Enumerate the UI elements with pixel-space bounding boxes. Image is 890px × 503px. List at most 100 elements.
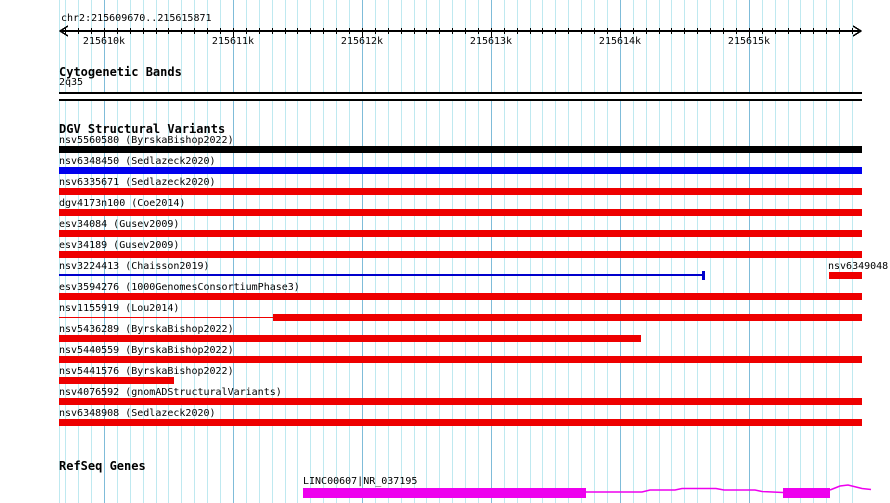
ruler-tick-label: 215612k <box>340 36 384 47</box>
minor-tick <box>775 28 776 34</box>
minor-tick <box>168 28 169 34</box>
minor-tick <box>259 28 260 34</box>
variant-bar[interactable] <box>59 293 862 300</box>
variant-label: nsv5560580 (ByrskaBishop2022) <box>59 135 234 146</box>
variant-label: nsv3224413 (Chaisson2019) <box>59 261 210 272</box>
minor-tick <box>542 28 543 34</box>
major-tick <box>491 28 492 38</box>
minor-tick <box>130 28 131 34</box>
variant-bar[interactable] <box>59 398 862 405</box>
major-tick <box>620 28 621 38</box>
minor-tick <box>465 28 466 34</box>
region-label: chr2:215609670..215615871 <box>61 13 212 24</box>
variant-span-line[interactable] <box>59 274 703 276</box>
minor-tick <box>194 28 195 34</box>
minor-tick <box>555 28 556 34</box>
minor-tick <box>414 28 415 34</box>
variant-span-line[interactable] <box>59 317 273 318</box>
minor-tick <box>452 28 453 34</box>
variant-label: esv3594276 (1000GenomesConsortiumPhase3) <box>59 282 300 293</box>
minor-tick <box>246 28 247 34</box>
variant-bar[interactable] <box>59 230 862 237</box>
minor-tick <box>517 28 518 34</box>
variant-label: nsv6348908 (Sedlazeck2020) <box>59 408 216 419</box>
variant-end-tick[interactable] <box>702 271 705 280</box>
variant-bar[interactable] <box>59 146 862 153</box>
gene-exon-box[interactable] <box>783 488 830 498</box>
variant-bar[interactable] <box>59 356 862 363</box>
minor-tick <box>401 28 402 34</box>
minor-tick <box>285 28 286 34</box>
variant-bar[interactable] <box>59 251 862 258</box>
gene-intron-line[interactable] <box>829 484 872 491</box>
axis-right-arrow-icon <box>852 25 863 37</box>
minor-tick <box>78 28 79 34</box>
variant-label: nsv5436289 (ByrskaBishop2022) <box>59 324 234 335</box>
minor-tick <box>800 28 801 34</box>
minor-tick <box>646 28 647 34</box>
minor-tick <box>762 28 763 34</box>
gene-glyph[interactable] <box>0 440 890 503</box>
variant-bar[interactable] <box>59 188 862 195</box>
gene-exon-box[interactable] <box>303 488 586 498</box>
minor-tick <box>581 28 582 34</box>
ruler-tick-label: 215613k <box>469 36 513 47</box>
minor-tick <box>349 28 350 34</box>
cytoband-box[interactable] <box>59 92 862 101</box>
minor-tick <box>65 28 66 34</box>
minor-tick <box>594 28 595 34</box>
major-tick <box>104 28 105 38</box>
gene-intron-line[interactable] <box>586 487 784 494</box>
variant-bar[interactable] <box>59 377 174 384</box>
variant-bar[interactable] <box>273 314 862 321</box>
axis-left-arrow-icon <box>58 25 69 37</box>
variant-bar[interactable] <box>59 167 862 174</box>
minor-tick <box>310 28 311 34</box>
minor-tick <box>813 28 814 34</box>
minor-tick <box>181 28 182 34</box>
minor-tick <box>207 28 208 34</box>
minor-tick <box>852 28 853 34</box>
gene-label: LINC00607|NR_037195 <box>303 476 418 487</box>
variant-label: nsv6348450 (Sedlazeck2020) <box>59 156 216 167</box>
variant-bar[interactable] <box>59 419 862 426</box>
variant-label: nsv6349048 <box>828 261 889 272</box>
cytoband-label: 2q35 <box>59 77 84 88</box>
variant-label: dgv4173n100 (Coe2014) <box>59 198 186 209</box>
minor-tick <box>220 28 221 34</box>
ruler-tick-label: 215615k <box>727 36 771 47</box>
minor-tick <box>426 28 427 34</box>
minor-tick <box>478 28 479 34</box>
minor-tick <box>156 28 157 34</box>
ruler-axis <box>58 25 863 38</box>
minor-tick <box>723 28 724 34</box>
minor-tick <box>143 28 144 34</box>
minor-tick <box>607 28 608 34</box>
variant-label: nsv4076592 (gnomADStructuralVariants) <box>59 387 282 398</box>
minor-tick <box>117 28 118 34</box>
ruler-tick-label: 215614k <box>598 36 642 47</box>
variant-bar[interactable] <box>59 335 641 342</box>
variant-bar[interactable] <box>829 272 862 279</box>
major-tick <box>749 28 750 38</box>
minor-tick <box>297 28 298 34</box>
minor-tick <box>710 28 711 34</box>
minor-tick <box>336 28 337 34</box>
minor-tick <box>839 28 840 34</box>
minor-tick <box>272 28 273 34</box>
minor-tick <box>826 28 827 34</box>
variant-label: esv34084 (Gusev2009) <box>59 219 180 230</box>
minor-tick <box>504 28 505 34</box>
minor-tick <box>684 28 685 34</box>
minor-tick <box>375 28 376 34</box>
minor-tick <box>736 28 737 34</box>
variant-label: nsv1155919 (Lou2014) <box>59 303 180 314</box>
minor-tick <box>388 28 389 34</box>
minor-tick <box>568 28 569 34</box>
variant-bar[interactable] <box>59 209 862 216</box>
axis-line <box>60 30 861 32</box>
cytobands-title: Cytogenetic Bands <box>59 65 182 79</box>
minor-tick <box>671 28 672 34</box>
minor-tick <box>530 28 531 34</box>
